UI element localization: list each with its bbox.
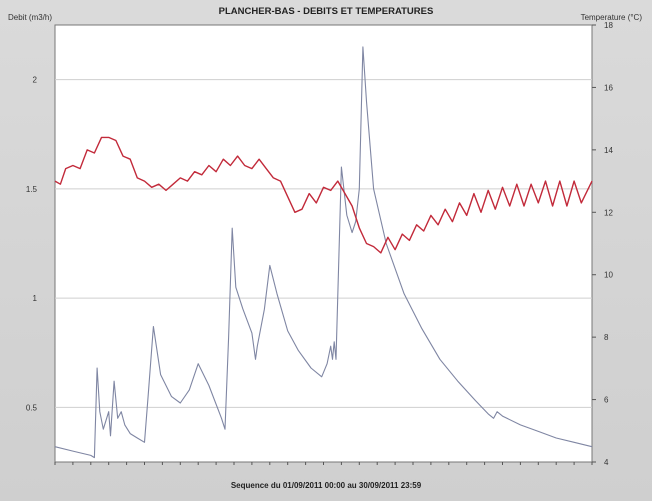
y-right-tick-label: 12 [604, 208, 613, 217]
y-right-tick-label: 6 [604, 396, 609, 405]
y-axis-right-label: Temperature (°C) [580, 13, 642, 22]
chart-title: PLANCHER-BAS - DEBITS ET TEMPERATURES [218, 6, 434, 17]
y-right-tick-label: 18 [604, 21, 613, 30]
series-line-2 [54, 136, 593, 254]
y-right-tick-label: 4 [604, 458, 609, 467]
y-left-tick-label: 0.5 [26, 403, 38, 412]
y-left-tick-label: 1 [33, 294, 38, 303]
plot-area [54, 24, 593, 463]
y-right-tick-label: 14 [604, 146, 613, 155]
y-right-tick-label: 16 [604, 83, 613, 92]
y-axis-left-label: Debit (m3/h) [8, 13, 53, 22]
sequence-range-label: Sequence du 01/09/2011 00:00 au 30/09/20… [230, 481, 422, 490]
y-left-tick-label: 1.5 [26, 185, 38, 194]
y-right-tick-label: 10 [604, 271, 613, 280]
y-right-tick-label: 8 [604, 333, 609, 342]
series-line-1 [54, 46, 593, 459]
y-left-tick-label: 2 [33, 76, 38, 85]
